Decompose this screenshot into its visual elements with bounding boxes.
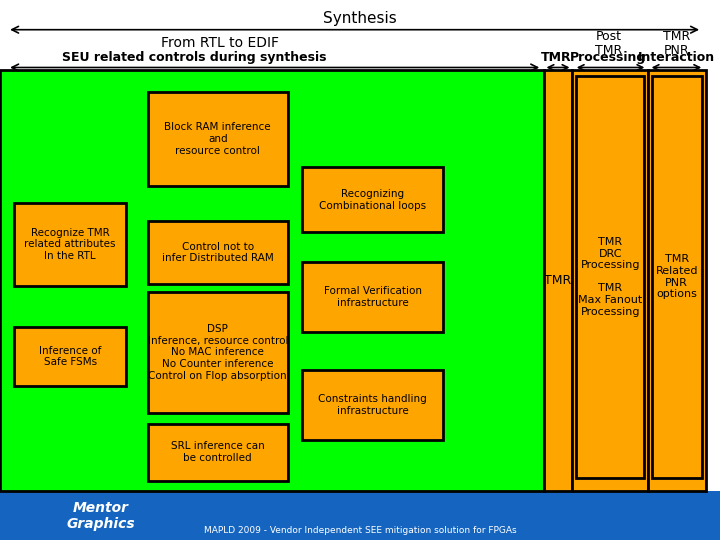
Text: Recognizing
Combinational loops: Recognizing Combinational loops	[319, 189, 426, 211]
Bar	[302, 370, 443, 440]
Text: Synthesis: Synthesis	[323, 11, 397, 26]
Text: Constraints handling
infrastructure: Constraints handling infrastructure	[318, 394, 427, 416]
Text: Block RAM inference
and
resource control: Block RAM inference and resource control	[164, 123, 271, 156]
Bar	[148, 424, 288, 481]
Text: PNR: PNR	[664, 44, 690, 57]
Bar	[572, 70, 648, 491]
Text: Interaction: Interaction	[638, 51, 716, 64]
Text: Formal Verification
infrastructure: Formal Verification infrastructure	[323, 286, 422, 308]
Bar	[148, 221, 288, 284]
Bar	[14, 202, 126, 286]
Text: From RTL to EDIF: From RTL to EDIF	[161, 36, 279, 50]
Bar	[302, 262, 443, 332]
Text: Mentor
Graphics: Mentor Graphics	[66, 501, 135, 531]
Bar	[14, 327, 126, 386]
Text: Post: Post	[595, 30, 621, 43]
Bar	[148, 92, 288, 186]
Bar	[302, 167, 443, 232]
Text: SEU related controls during synthesis: SEU related controls during synthesis	[62, 51, 327, 64]
Bar	[148, 292, 288, 413]
Text: SRL inference can
be controlled: SRL inference can be controlled	[171, 442, 265, 463]
Bar	[576, 76, 644, 478]
Bar	[0, 70, 544, 491]
Text: Control not to
infer Distributed RAM: Control not to infer Distributed RAM	[162, 241, 274, 263]
Text: Processing: Processing	[570, 51, 647, 64]
Bar	[648, 70, 706, 491]
Text: TMR: TMR	[663, 30, 690, 43]
Bar	[0, 0, 720, 70]
Text: Inference of
Safe FSMs: Inference of Safe FSMs	[39, 346, 102, 367]
Bar	[0, 491, 720, 540]
Text: MAPLD 2009 - Vendor Independent SEE mitigation solution for FPGAs: MAPLD 2009 - Vendor Independent SEE miti…	[204, 526, 516, 535]
Text: TMR: TMR	[541, 51, 572, 64]
Text: DSP
Inference, resource control
No MAC inference
No Counter inference
Control on: DSP Inference, resource control No MAC i…	[148, 324, 288, 381]
Bar	[544, 70, 572, 491]
Text: Recognize TMR
related attributes
In the RTL: Recognize TMR related attributes In the …	[24, 228, 116, 261]
Text: TMR: TMR	[595, 44, 622, 57]
Text: TMR
Related
PNR
options: TMR Related PNR options	[655, 254, 698, 299]
Text: TMR: TMR	[544, 274, 572, 287]
Bar	[652, 76, 702, 478]
Text: TMR
DRC
Processing

TMR
Max Fanout
Processing: TMR DRC Processing TMR Max Fanout Proces…	[578, 237, 642, 316]
